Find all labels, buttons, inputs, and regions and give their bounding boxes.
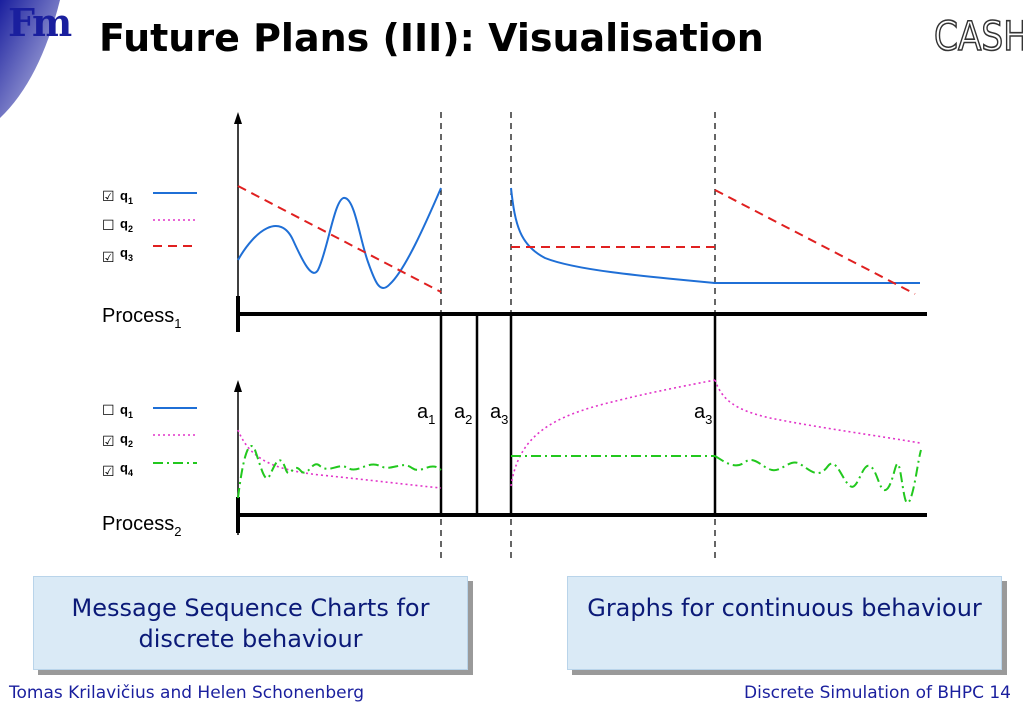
q2-curve-lower-c [714, 379, 921, 444]
note-left-text: Message Sequence Charts for discrete beh… [71, 594, 430, 653]
footer-title-page: Discrete Simulation of BHPC 14 [744, 683, 1011, 703]
slide-title: Future Plans (III): Visualisation [99, 16, 764, 60]
process1-label: Process1 [102, 305, 181, 331]
legend-upper-q1[interactable]: ☑ q1 [102, 188, 197, 206]
checkbox-q1-upper: ☑ [102, 188, 115, 204]
q4-curve-lower-a [237, 445, 442, 499]
legend-label-q1-lower: q1 [120, 402, 133, 420]
checkbox-q2-upper: ☐ [102, 217, 115, 233]
q2-curve-lower-b [510, 379, 716, 487]
checkbox-q3-upper: ☑ [102, 249, 115, 265]
cash-logo-text: CASH [934, 14, 1023, 56]
action-label-a3: a3 [490, 401, 508, 427]
q3-line-upper-a [237, 185, 442, 293]
checkbox-q2-lower: ☑ [102, 433, 115, 449]
note-right-text: Graphs for continuous behaviour [587, 594, 982, 622]
corner-decoration [0, 0, 60, 118]
legend-label-q2: q2 [120, 216, 133, 234]
checkbox-q1-lower: ☐ [102, 402, 115, 418]
checkbox-q4-lower: ☑ [102, 463, 115, 479]
process2-label: Process2 [102, 513, 181, 539]
note-message-sequence-charts: Message Sequence Charts for discrete beh… [33, 576, 468, 670]
footer-authors: Tomas Krilavičius and Helen Schonenberg [9, 683, 365, 703]
legend-upper-q3[interactable]: ☑ q3 [102, 245, 197, 265]
axis-upper [234, 112, 242, 330]
fm-logo: Fm [8, 0, 72, 45]
legend-lower-q4[interactable]: ☑ q4 [102, 460, 197, 479]
legend-label-q3: q3 [120, 245, 133, 263]
q4-curve-lower-c [714, 449, 922, 504]
legend-label-q4-lower: q4 [120, 460, 133, 478]
q1-curve-upper-b [510, 187, 920, 284]
legend-lower: ☐ q1 ☑ q2 ☑ q4 [102, 402, 197, 479]
action-label-a1: a1 [417, 401, 435, 427]
q3-line-upper-c [714, 189, 916, 295]
legend-upper: ☑ q1 ☐ q2 ☑ q3 [102, 188, 197, 265]
legend-upper-q2[interactable]: ☐ q2 [102, 216, 197, 234]
q2-curve-lower-a [237, 429, 442, 489]
action-label-a3-second: a3 [694, 401, 712, 427]
legend-label-q2-lower: q2 [120, 431, 133, 449]
legend-lower-q2[interactable]: ☑ q2 [102, 431, 197, 449]
q1-curve-upper-a [237, 187, 442, 289]
legend-lower-q1[interactable]: ☐ q1 [102, 402, 197, 420]
action-label-a2: a2 [454, 401, 472, 427]
legend-label-q1: q1 [120, 188, 133, 206]
cash-logo: CASH [934, 13, 1023, 56]
note-graphs-continuous: Graphs for continuous behaviour [567, 576, 1002, 670]
